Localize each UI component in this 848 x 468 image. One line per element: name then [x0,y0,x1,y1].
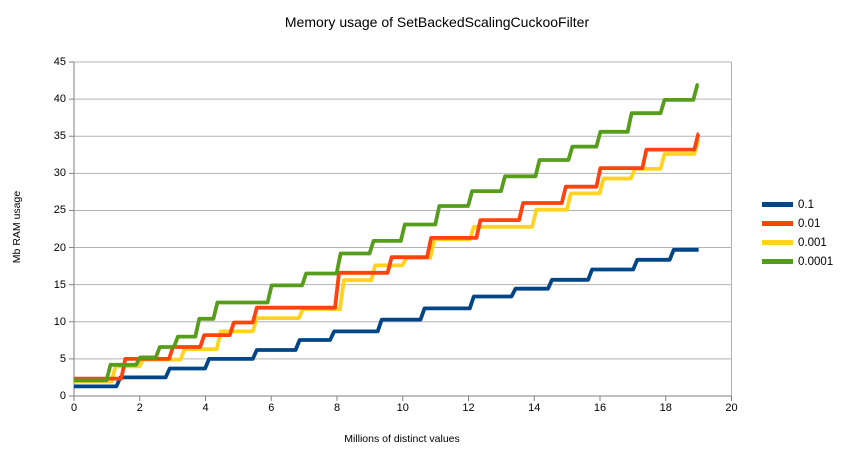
x-tick-label-10: 10 [396,402,409,414]
x-tick-label-20: 20 [725,402,738,414]
legend-label: 0.01 [798,217,821,230]
y-tick-label-20: 20 [53,241,66,254]
y-tick-label-10: 10 [53,315,66,328]
y-tick-label-45: 45 [53,56,66,68]
y-tick-label-5: 5 [59,352,66,365]
x-tick-label-2: 2 [136,402,143,414]
y-tick-label-30: 30 [53,167,66,180]
legend-label: 0.0001 [798,255,834,268]
legend-swatch-icon [762,240,793,245]
series-line-0.001[interactable] [74,138,701,384]
series-line-0.01[interactable] [74,132,701,381]
x-tick-label-0: 0 [70,402,78,414]
series-line-0.0001[interactable] [74,83,700,383]
x-tick-label-16: 16 [593,402,607,414]
legend-entry-0.001[interactable]: 0.001 [762,233,833,252]
legend-swatch-icon [762,221,793,226]
y-tick-label-0: 0 [59,390,66,402]
legend-entry-0.01[interactable]: 0.01 [762,214,833,233]
legend-swatch-icon [762,202,793,207]
y-axis-title: Mb RAM usage [11,190,23,264]
y-tick-label-40: 40 [53,93,66,106]
y-tick-label-25: 25 [53,204,66,217]
chart-title: Memory usage of SetBackedScalingCuckooFi… [284,14,590,30]
legend: 0.1 0.01 0.001 0.0001 [762,195,833,271]
series-line-0.1[interactable] [74,247,699,389]
x-tick-label-14: 14 [528,402,541,414]
legend-entry-0.0001[interactable]: 0.0001 [762,252,833,271]
legend-entry-0.1[interactable]: 0.1 [762,195,833,214]
legend-label: 0.001 [798,236,827,249]
x-tick-label-8: 8 [333,402,341,414]
y-tick-label-15: 15 [53,278,66,291]
x-tick-label-4: 4 [202,402,209,414]
x-tick-label-6: 6 [268,402,275,414]
x-axis-title: Millions of distinct values [344,433,460,445]
legend-swatch-icon [762,259,793,264]
x-tick-label-18: 18 [659,402,672,414]
legend-label: 0.1 [798,198,814,211]
x-tick-label-12: 12 [462,402,475,414]
y-tick-label-35: 35 [53,130,66,143]
